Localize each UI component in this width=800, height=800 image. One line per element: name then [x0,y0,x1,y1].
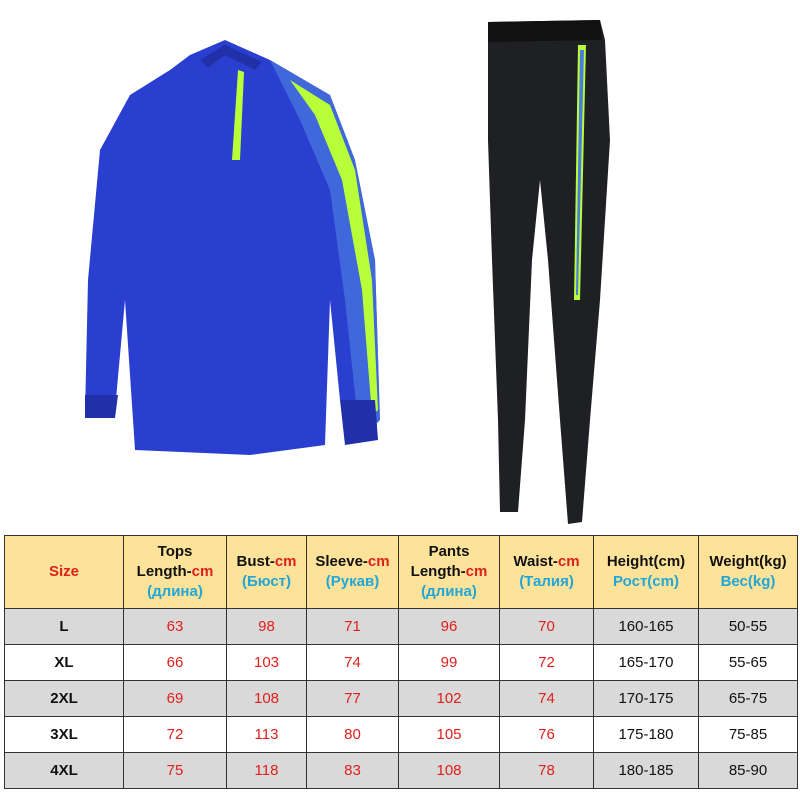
cell-height: 165-170 [593,644,699,681]
header-text: Size [48,563,79,580]
cell-tops-length: 69 [123,680,227,717]
cell-sleeve: 71 [306,608,399,645]
cell-tops-length: 63 [123,608,227,645]
cell-waist: 78 [499,752,594,789]
header-unit: cm [367,553,390,570]
cell-size: XL [4,644,124,681]
header-line: Рост(cm) [594,572,698,592]
header-text: (Талия) [519,573,574,590]
header-line: (Талия) [500,572,593,592]
cell-size: 2XL [4,680,124,717]
table-header-row: Size Tops Length-cm (длина) Bust-cm (Бюст) Sle… [4,535,798,609]
header-line: Size [5,562,123,582]
header-line: Height(cm) [594,552,698,572]
cell-tops-length: 72 [123,716,227,753]
cell-bust: 108 [226,680,307,717]
header-text: Tops [157,543,193,560]
cell-size: 3XL [4,716,124,753]
cell-weight: 75-85 [698,716,798,753]
header-line: (длина) [124,582,226,602]
header-text: Рост(cm) [613,573,679,590]
header-line: Waist-cm [500,552,593,572]
header-line: (Рукав) [307,572,398,592]
cell-waist: 70 [499,608,594,645]
header-line: Length-cm [399,562,499,582]
header-text: Вес(kg) [720,573,776,590]
jacket-image [85,40,380,455]
header-text: (длина) [147,583,203,600]
header-line: Bust-cm [227,552,306,572]
table-row: 4XL 75 118 83 108 78 180-185 85-90 [4,752,798,789]
header-text: Sleeve- [315,553,368,570]
cell-size: 4XL [4,752,124,789]
cell-tops-length: 66 [123,644,227,681]
cell-waist: 74 [499,680,594,717]
cell-pants-length: 96 [398,608,500,645]
header-line: (длина) [399,582,499,602]
cell-height: 160-165 [593,608,699,645]
cell-weight: 65-75 [698,680,798,717]
cell-height: 180-185 [593,752,699,789]
cell-sleeve: 80 [306,716,399,753]
cell-bust: 113 [226,716,307,753]
header-line: Weight(kg) [699,552,797,572]
cell-height: 175-180 [593,716,699,753]
cell-waist: 76 [499,716,594,753]
table-row: L 63 98 71 96 70 160-165 50-55 [4,608,798,645]
header-text: Length- [136,563,192,580]
cell-pants-length: 105 [398,716,500,753]
header-unit: cm [557,553,580,570]
header-text: Weight(kg) [709,553,787,570]
cell-pants-length: 99 [398,644,500,681]
cell-weight: 85-90 [698,752,798,789]
cell-bust: 103 [226,644,307,681]
header-bust: Bust-cm (Бюст) [226,535,307,609]
cell-weight: 50-55 [698,608,798,645]
header-line: Вес(kg) [699,572,797,592]
header-text: Pants [428,543,470,560]
header-text: Bust- [236,553,275,570]
header-sleeve: Sleeve-cm (Рукав) [306,535,399,609]
header-line: Sleeve-cm [307,552,398,572]
header-line: Length-cm [124,562,226,582]
header-height: Height(cm) Рост(cm) [593,535,699,609]
cell-pants-length: 108 [398,752,500,789]
header-unit: cm [274,553,297,570]
pants-image [488,20,610,524]
header-text: (Бюст) [241,573,292,590]
cell-sleeve: 77 [306,680,399,717]
cell-sleeve: 74 [306,644,399,681]
header-text: Waist- [513,553,558,570]
cell-sleeve: 83 [306,752,399,789]
header-waist: Waist-cm (Талия) [499,535,594,609]
cell-bust: 118 [226,752,307,789]
table-row: XL 66 103 74 99 72 165-170 55-65 [4,644,798,681]
header-text: (Рукав) [325,573,380,590]
header-unit: cm [191,563,214,580]
cell-weight: 55-65 [698,644,798,681]
header-text: Height(cm) [606,553,686,570]
header-line: Pants [399,542,499,562]
cell-height: 170-175 [593,680,699,717]
cell-size: L [4,608,124,645]
table-row: 3XL 72 113 80 105 76 175-180 75-85 [4,716,798,753]
header-line: Tops [124,542,226,562]
cell-waist: 72 [499,644,594,681]
cell-bust: 98 [226,608,307,645]
header-weight: Weight(kg) Вес(kg) [698,535,798,609]
cell-tops-length: 75 [123,752,227,789]
header-tops-length: Tops Length-cm (длина) [123,535,227,609]
header-text: Length- [410,563,466,580]
header-pants-length: Pants Length-cm (длина) [398,535,500,609]
size-chart-table: Size Tops Length-cm (длина) Bust-cm (Бюст) Sle… [4,535,798,789]
header-size: Size [4,535,124,609]
table-row: 2XL 69 108 77 102 74 170-175 65-75 [4,680,798,717]
cell-pants-length: 102 [398,680,500,717]
product-photo [85,20,610,524]
header-text: (длина) [421,583,477,600]
header-line: (Бюст) [227,572,306,592]
header-unit: cm [465,563,488,580]
